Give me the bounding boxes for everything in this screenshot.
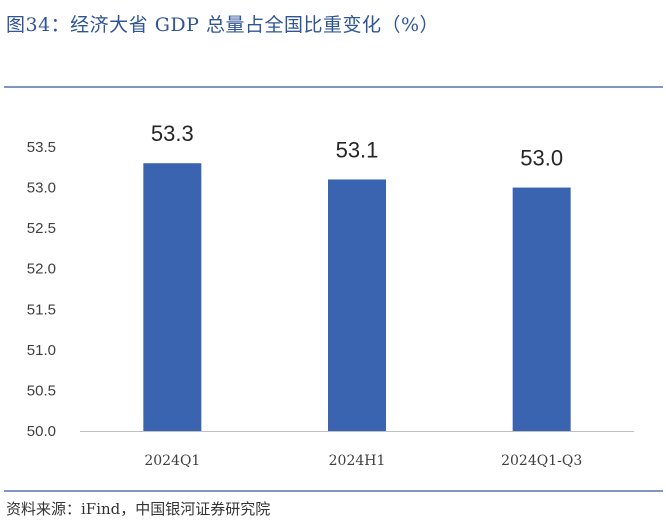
source-divider [4, 490, 663, 492]
bar-value-label: 53.1 [336, 137, 379, 162]
y-tick-label: 51.5 [27, 301, 56, 318]
x-axis: 2024Q1 2024H1 2024Q1-Q3 [144, 453, 582, 469]
title-divider [4, 86, 663, 88]
y-axis: 50.0 50.5 51.0 51.5 52.0 52.5 53.0 53.5 [27, 139, 56, 440]
bar-chart: 50.050.551.051.552.052.553.053.5 2024Q1 2… [27, 121, 634, 469]
y-tick-label: 53.0 [27, 180, 56, 197]
data-labels: 53.3 53.1 53.0 [151, 121, 563, 170]
bar-value-label: 53.0 [520, 146, 563, 171]
x-category-label: 2024Q1 [144, 453, 200, 469]
source-note: 资料来源：iFind，中国银河证券研究院 [6, 500, 271, 518]
bar [328, 179, 386, 431]
y-tick-label: 53.5 [27, 139, 56, 156]
y-tick-label: 52.5 [27, 220, 56, 237]
bar-series [143, 163, 571, 431]
x-category-label: 2024Q1-Q3 [501, 453, 582, 469]
y-tick-label: 50.0 [27, 423, 56, 440]
bar [143, 163, 202, 431]
bar [512, 187, 571, 431]
y-tick-label: 52.0 [27, 261, 56, 278]
y-tick-label: 50.5 [27, 382, 56, 399]
x-category-label: 2024H1 [329, 453, 386, 469]
figure-title: 图34：经济大省 GDP 总量占全国比重变化（%） [6, 14, 440, 36]
bar-value-label: 53.3 [151, 121, 194, 146]
y-tick-label: 51.0 [27, 342, 56, 359]
